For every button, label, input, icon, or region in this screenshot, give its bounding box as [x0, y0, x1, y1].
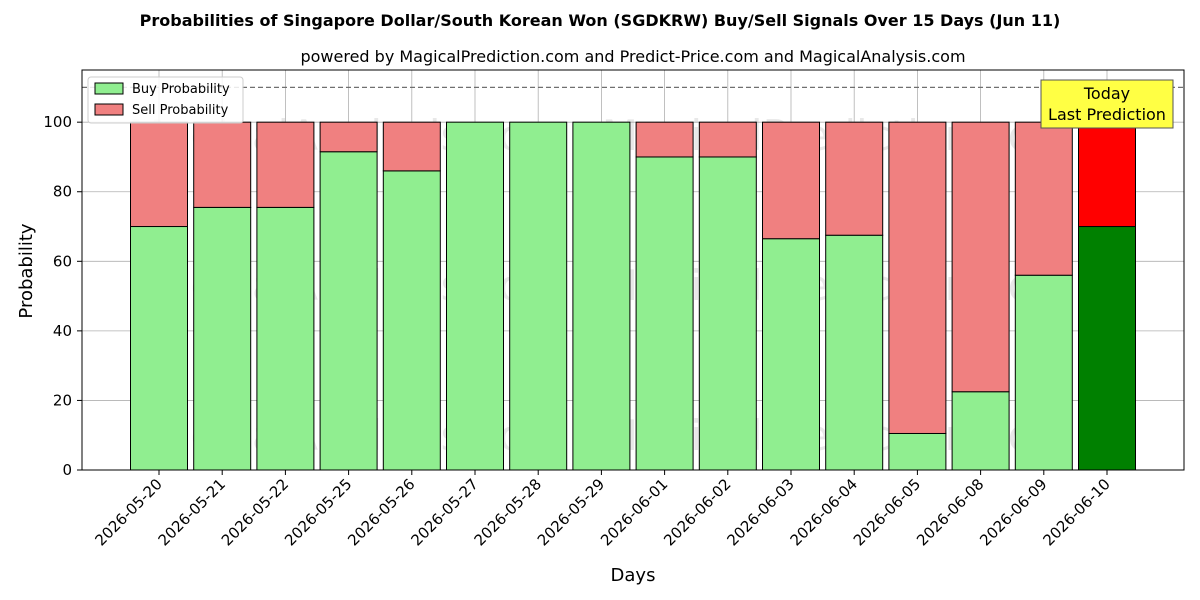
bar-buy-0 — [130, 226, 188, 471]
chart-subtitle: powered by MagicalPrediction.com and Pre… — [300, 47, 965, 66]
x-axis-label: Days — [611, 565, 656, 586]
plot-frame — [81, 69, 1185, 471]
bar-buy-4 — [382, 170, 441, 471]
bar-buy-9 — [698, 156, 757, 471]
y-tick-label-2: 40 — [53, 322, 72, 340]
bar-sell-2 — [256, 121, 315, 208]
annotation-line1: Today — [1083, 84, 1130, 103]
x-tick-label-5: 2026-05-27 — [407, 475, 481, 549]
bar-sell-9 — [698, 121, 757, 158]
y-tick-label-5: 100 — [43, 113, 72, 131]
annotation-line2: Last Prediction — [1048, 105, 1166, 124]
bar-buy-7 — [572, 121, 631, 471]
bar-sell-3 — [319, 121, 378, 153]
x-tick-label-8: 2026-06-01 — [597, 475, 671, 549]
bar-buy-13 — [951, 391, 1010, 471]
bar-sell-8 — [635, 121, 694, 158]
x-tick-label-14: 2026-06-09 — [976, 475, 1050, 549]
legend-swatch-1 — [94, 103, 124, 116]
legend-label-0: Buy Probability — [132, 82, 230, 97]
bar-buy-10 — [762, 238, 820, 471]
bar-sell-11 — [825, 121, 884, 236]
x-tick-label-1: 2026-05-21 — [155, 475, 229, 549]
y-tick-label-0: 0 — [62, 461, 72, 479]
x-tick-label-13: 2026-06-08 — [913, 475, 987, 549]
x-tick-label-2: 2026-05-22 — [218, 475, 292, 549]
chart-title: Probabilities of Singapore Dollar/South … — [140, 11, 1061, 30]
bar-buy-5 — [446, 121, 504, 471]
today-annotation: Today Last Prediction — [1040, 79, 1174, 129]
y-axis-label: Probability — [16, 223, 37, 318]
annotation-box — [1040, 79, 1174, 129]
x-tick-label-4: 2026-05-26 — [344, 475, 418, 549]
bar-buy-11 — [825, 234, 884, 471]
bar-buy-6 — [509, 121, 568, 471]
bar-sell-10 — [762, 121, 820, 240]
bar-sell-0 — [130, 121, 188, 228]
plot-area: MagicalAnalysis.comMagicalPrediction.com… — [43, 69, 1185, 549]
x-tick-label-7: 2026-05-29 — [534, 475, 608, 549]
legend-label-1: Sell Probability — [132, 103, 229, 118]
legend-swatch-0 — [94, 82, 124, 95]
bar-buy-8 — [635, 156, 694, 471]
bar-buy-2 — [256, 206, 315, 471]
x-tick-label-0: 2026-05-20 — [91, 475, 165, 549]
x-tick-label-12: 2026-06-05 — [850, 475, 924, 549]
x-tick-label-15: 2026-06-10 — [1039, 475, 1113, 549]
bar-sell-12 — [888, 121, 947, 434]
y-tick-label-4: 80 — [53, 183, 72, 201]
bar-buy-3 — [319, 151, 378, 471]
bar-sell-15 — [1078, 121, 1136, 228]
bar-buy-1 — [193, 206, 252, 471]
legend-box — [87, 76, 244, 124]
y-tick-label-3: 60 — [53, 252, 72, 270]
bar-buy-12 — [888, 432, 947, 471]
x-tick-label-6: 2026-05-28 — [471, 475, 545, 549]
bar-buy-15 — [1078, 226, 1136, 471]
bar-sell-13 — [951, 121, 1010, 393]
bar-sell-4 — [382, 121, 441, 172]
x-tick-label-10: 2026-06-03 — [723, 475, 797, 549]
y-tick-label-1: 20 — [53, 391, 72, 409]
legend: Buy Probability Sell Probability — [87, 76, 244, 124]
bar-sell-1 — [193, 121, 252, 208]
bar-buy-14 — [1014, 274, 1073, 471]
x-tick-label-9: 2026-06-02 — [660, 475, 734, 549]
bar-sell-14 — [1014, 121, 1073, 276]
x-tick-label-11: 2026-06-04 — [787, 475, 861, 549]
x-tick-label-3: 2026-05-25 — [281, 475, 355, 549]
